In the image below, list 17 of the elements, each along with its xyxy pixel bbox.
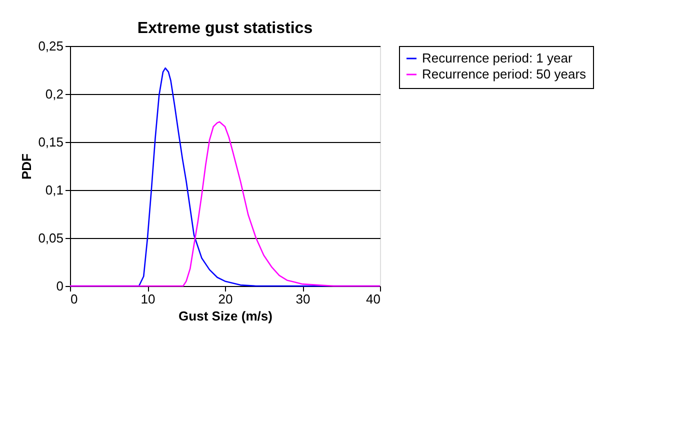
x-tick-label: 30 (296, 292, 310, 306)
y-tick-label: 0,2 (45, 86, 64, 102)
y-tick-label: 0 (56, 278, 64, 294)
y-tick-label: 0,25 (38, 38, 64, 54)
x-axis-title: Gust Size (m/s) (178, 308, 272, 324)
x-tick-label: 40 (366, 292, 380, 306)
legend-label: Recurrence period: 50 years (422, 66, 587, 82)
x-tick-label: 0 (70, 292, 78, 306)
y-tick-label: 0,05 (38, 230, 64, 246)
line-series (69, 121, 381, 287)
chart-title: Extreme gust statistics (137, 20, 313, 37)
y-tick-label: 0,1 (45, 182, 64, 198)
y-tick-label: 0,15 (38, 134, 64, 150)
legend-label: Recurrence period: 1 year (422, 50, 573, 66)
y-axis-title: PDF (19, 153, 34, 180)
x-tick-label: 10 (140, 292, 156, 306)
x-tick-label: 20 (218, 292, 233, 306)
